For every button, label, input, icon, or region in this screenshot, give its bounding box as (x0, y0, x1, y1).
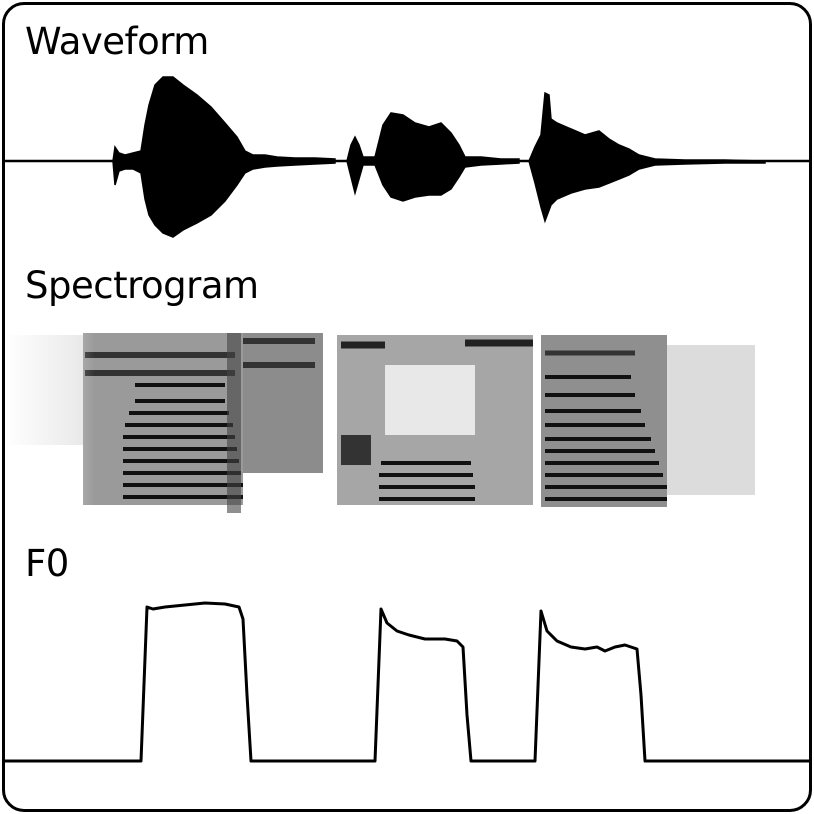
spectrogram-plot (5, 325, 755, 515)
waveform-syllable-1 (112, 76, 336, 238)
spectrogram-label: Spectrogram (25, 264, 259, 307)
waveform-syllable-2 (346, 112, 520, 202)
f0-plot (5, 601, 809, 763)
waveform-syllable-3 (528, 91, 766, 224)
spectrogram-fade-left (5, 325, 95, 515)
spectrogram-syllable-2 (337, 335, 533, 505)
waveform-label: Waveform (25, 20, 209, 63)
spectrogram-syllable-3 (541, 335, 667, 507)
f0-contour (5, 601, 809, 763)
f0-label: F0 (25, 542, 69, 585)
waveform-plot (5, 76, 809, 238)
spectrogram-noise-right (665, 345, 755, 495)
spectrogram-syllable-1 (83, 333, 323, 513)
